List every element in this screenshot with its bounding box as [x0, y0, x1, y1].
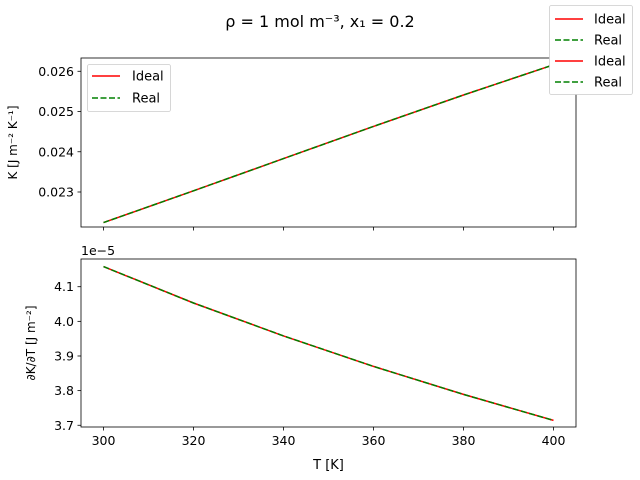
x-axis-label: T [K] [312, 458, 344, 473]
figure-title: ρ = 1 mol m⁻³, x₁ = 0.2 [225, 12, 414, 31]
subplot-conductivity-derivative: 300 320 340 360 380 400 3.7 3.8 3.9 4.0 4.1 1e−5 ∂… [24, 243, 577, 473]
x-tick-label: 380 [452, 433, 476, 448]
y-axis-offset-label: 1e−5 [81, 243, 115, 258]
y-axis-label: ∂K/∂T [J m⁻²] [24, 305, 38, 380]
figure-legend-label-1: Ideal [594, 13, 626, 28]
y-tick-label: 3.7 [54, 418, 74, 433]
series-line-real [103, 265, 554, 422]
y-tick-label: 0.026 [38, 64, 74, 79]
x-tick-label: 400 [542, 433, 566, 448]
subplot-thermal-conductivity: 0.023 0.024 0.025 0.026 K [J m⁻² K⁻¹] Ideal… [6, 57, 577, 231]
x-tick-label: 320 [182, 433, 206, 448]
y-tick-label: 0.024 [38, 144, 74, 159]
figure-legend-frame [549, 5, 633, 95]
y-tick-label: 0.025 [38, 104, 74, 119]
figure-legend-label-2: Real [594, 34, 622, 49]
figure-legend: Ideal Real Ideal Real [549, 5, 633, 95]
figure-legend-label-3: Ideal [594, 55, 626, 70]
x-tick-label: 360 [362, 433, 386, 448]
y-tick-label: 0.023 [38, 184, 74, 199]
legend: Ideal Real [87, 64, 171, 112]
figure-legend-label-4: Real [594, 76, 622, 91]
y-tick-label: 4.0 [54, 314, 74, 329]
series-line-real [103, 64, 554, 224]
y-axis-label: K [J m⁻² K⁻¹] [6, 105, 20, 179]
x-tick-label: 300 [92, 433, 116, 448]
y-tick-label: 3.9 [54, 348, 74, 363]
legend-ideal-label: Ideal [132, 70, 164, 85]
y-tick-label: 4.1 [54, 279, 74, 294]
y-tick-label: 3.8 [54, 383, 74, 398]
legend-real-label: Real [132, 92, 160, 107]
plot-frame [80, 258, 577, 428]
x-tick-label: 340 [272, 433, 296, 448]
plot-frame [80, 57, 577, 228]
